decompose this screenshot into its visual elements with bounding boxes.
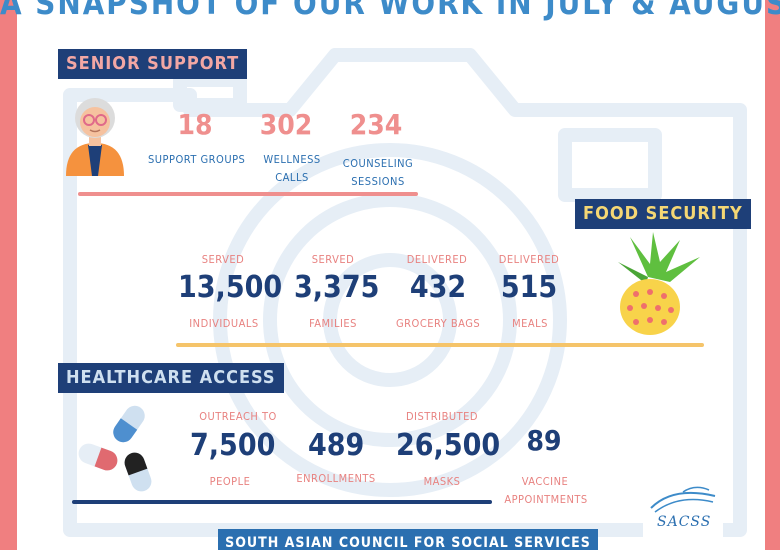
stat-counseling-label2: SESSIONS: [351, 175, 405, 188]
stat-masks-bottom: MASKS: [423, 475, 461, 488]
stat-masks-top: DISTRIBUTED: [405, 410, 479, 423]
stat-vaccine-bottom2: APPOINTMENTS: [504, 493, 588, 506]
elderly-person-icon: [66, 98, 124, 176]
pills-icon: [78, 405, 152, 492]
food-security-label: FOOD SECURITY: [575, 199, 751, 229]
sacss-logo: SACSS: [643, 478, 723, 540]
stat-grocery-bottom: GROCERY BAGS: [396, 317, 481, 330]
stat-wellness-calls-label2: CALLS: [275, 171, 309, 184]
wave-logo-icon: [650, 486, 716, 513]
stat-enrollments-bottom: ENROLLMENTS: [296, 472, 376, 485]
organization-name-banner: SOUTH ASIAN COUNCIL FOR SOCIAL SERVICES: [218, 529, 598, 550]
senior-divider: [78, 192, 418, 196]
senior-support-label: SENIOR SUPPORT: [58, 49, 248, 79]
stat-counseling-label1: COUNSELING: [342, 157, 414, 170]
stat-vaccine-bottom: VACCINE: [521, 475, 569, 488]
stat-individuals-bottom: INDIVIDUALS: [189, 317, 259, 330]
stat-masks-value: 26,500: [396, 428, 501, 463]
stat-vaccine-value: 89: [526, 424, 562, 457]
page-title: A SNAPSHOT OF OUR WORK IN JULY & AUGUST: [0, 0, 780, 22]
stat-meals-top: DELIVERED: [498, 253, 560, 266]
logo-text: SACSS: [657, 514, 712, 530]
food-divider: [176, 343, 704, 347]
stat-grocery-top: DELIVERED: [406, 253, 468, 266]
stat-families-value: 3,375: [294, 270, 380, 305]
pineapple-icon: [618, 232, 700, 335]
stat-enrollments-value: 489: [308, 428, 365, 463]
health-divider: [72, 500, 492, 504]
stat-support-groups-label: SUPPORT GROUPS: [148, 153, 246, 166]
stat-people-value: 7,500: [190, 428, 276, 463]
stat-support-groups-value: 18: [177, 108, 213, 141]
stat-people-top: OUTREACH TO: [199, 410, 277, 423]
stat-wellness-calls-value: 302: [259, 108, 313, 141]
stat-people-bottom: PEOPLE: [209, 475, 251, 488]
stat-families-bottom: FAMILIES: [309, 317, 357, 330]
stat-families-top: SERVED: [311, 253, 355, 266]
stat-individuals-top: SERVED: [201, 253, 245, 266]
stat-meals-value: 515: [500, 270, 558, 305]
stat-meals-bottom: MEALS: [512, 317, 548, 330]
stat-counseling-value: 234: [349, 108, 403, 141]
healthcare-access-label: HEALTHCARE ACCESS: [58, 363, 284, 393]
stat-individuals-value: 13,500: [178, 270, 283, 305]
stat-grocery-value: 432: [409, 270, 467, 305]
stat-wellness-calls-label1: WELLNESS: [263, 153, 321, 166]
